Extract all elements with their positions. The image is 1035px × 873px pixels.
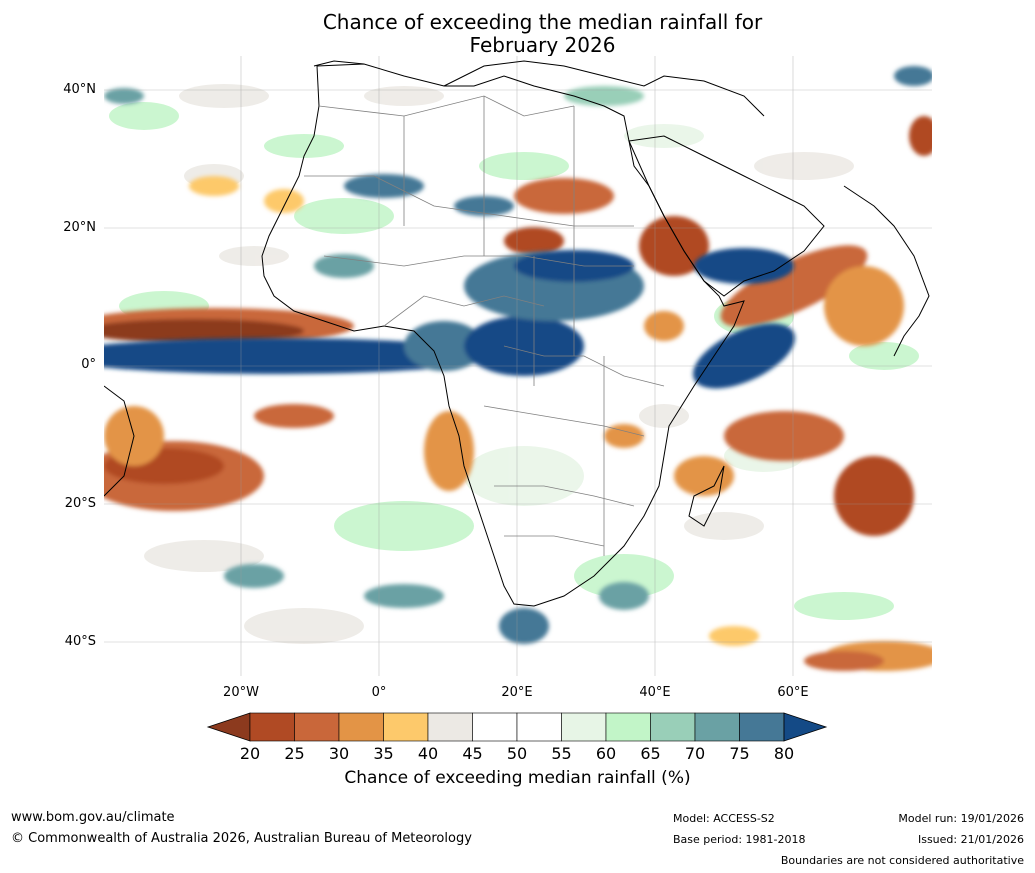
lon-label-20w: 20°W <box>223 685 259 700</box>
colorbar-segment <box>650 712 696 742</box>
colorbar-tick-label: 70 <box>684 744 706 763</box>
colorbar-segment <box>294 712 340 742</box>
footer-disclaimer: Boundaries are not considered authoritat… <box>780 854 1024 867</box>
colorbar-segment <box>739 712 785 742</box>
probability-patches-dry <box>104 116 932 671</box>
lon-label-0: 0° <box>371 685 387 700</box>
colorbar-tick-label: 80 <box>773 744 795 763</box>
footer-base-period: Base period: 1981-2018 <box>673 833 806 846</box>
colorbar-tick-label: 55 <box>551 744 572 763</box>
arabia-coastline <box>628 135 825 297</box>
lon-label-20e: 20°E <box>501 685 533 700</box>
graticule <box>104 56 932 676</box>
colorbar-tick-label: 45 <box>462 744 483 763</box>
colorbar-tick-label: 25 <box>284 744 305 763</box>
footer-copyright: © Commonwealth of Australia 2026, Austra… <box>11 831 472 846</box>
europe-coastline <box>313 60 765 117</box>
colorbar-segment <box>516 712 562 742</box>
lat-label-40s: 40°S <box>64 634 96 649</box>
colorbar-segment <box>427 712 473 742</box>
colorbar-tick-label: 30 <box>328 744 350 763</box>
colorbar-arrow-low <box>206 712 251 742</box>
colorbar-segment <box>472 712 518 742</box>
lon-label-40e: 40°E <box>639 685 671 700</box>
country-borders <box>304 95 665 556</box>
rainfall-map <box>104 56 932 676</box>
footer-model-run: Model run: 19/01/2026 <box>898 812 1024 825</box>
india-coastline <box>843 185 930 357</box>
colorbar-segment <box>561 712 607 742</box>
colorbar-segment <box>338 712 384 742</box>
africa-coastline <box>261 63 745 607</box>
colorbar-tick-label: 35 <box>373 744 394 763</box>
colorbar-arrow-high <box>783 712 828 742</box>
lon-label-60e: 60°E <box>777 685 809 700</box>
madagascar-coastline <box>688 465 725 527</box>
south-america-coastline <box>104 385 135 497</box>
lat-label-40n: 40°N <box>63 82 96 97</box>
colorbar-label: Chance of exceeding median rainfall (%) <box>344 768 691 788</box>
colorbar-segment <box>249 712 295 742</box>
colorbar-segment <box>605 712 651 742</box>
coastlines <box>104 60 930 607</box>
map-title-line2: February 2026 <box>469 33 616 57</box>
colorbar-segment <box>383 712 429 742</box>
colorbar-tick-label: 50 <box>506 744 528 763</box>
colorbar-segment <box>694 712 740 742</box>
colorbar-tick-label: 20 <box>239 744 261 763</box>
probability-patches-light <box>109 84 919 644</box>
colorbar <box>206 712 828 742</box>
colorbar-tick-label: 75 <box>729 744 750 763</box>
footer-model: Model: ACCESS-S2 <box>673 812 775 825</box>
colorbar-tick-label: 40 <box>417 744 439 763</box>
map-title-line1: Chance of exceeding the median rainfall … <box>322 10 763 34</box>
colorbar-tick-label: 60 <box>595 744 617 763</box>
footer-issued: Issued: 21/01/2026 <box>917 833 1024 846</box>
lat-label-0: 0° <box>81 357 96 372</box>
footer-website: www.bom.gov.au/climate <box>11 810 175 825</box>
lat-label-20n: 20°N <box>63 220 96 235</box>
lat-label-20s: 20°S <box>64 496 96 511</box>
colorbar-tick-label: 65 <box>640 744 661 763</box>
